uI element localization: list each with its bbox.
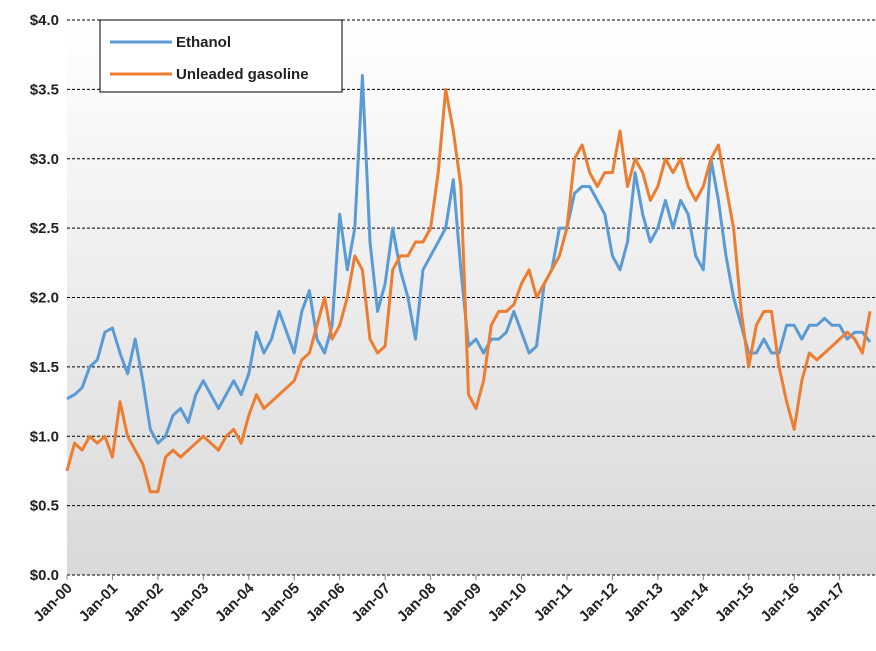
x-tick-label: Jan-15: [712, 580, 758, 626]
legend-label: Unleaded gasoline: [176, 66, 309, 83]
x-tick-label: Jan-12: [576, 580, 622, 626]
y-tick-label: $3.5: [30, 81, 59, 98]
y-tick-label: $0.0: [30, 567, 59, 584]
y-tick-label: $0.5: [30, 498, 59, 515]
x-tick-label: Jan-05: [257, 580, 303, 626]
x-tick-label: Jan-09: [439, 580, 485, 626]
x-tick-label: Jan-02: [121, 580, 167, 626]
x-tick-label: Jan-01: [76, 580, 122, 626]
legend: Ethanol Unleaded gasoline: [99, 19, 343, 93]
x-tick-label: Jan-08: [394, 580, 440, 626]
y-tick-label: $1.5: [30, 359, 59, 376]
series-line: [66, 74, 872, 445]
legend-label: Ethanol: [176, 34, 231, 51]
x-tick-label: Jan-13: [621, 580, 667, 626]
x-tick-label: Jan-16: [757, 580, 803, 626]
y-tick-label: $4.0: [30, 12, 59, 29]
y-tick-label: $2.0: [30, 290, 59, 307]
series-line: [65, 87, 872, 494]
x-tick-label: Jan-03: [167, 580, 213, 626]
x-tick-label: Jan-04: [212, 579, 258, 625]
y-tick-label: $3.0: [30, 151, 59, 168]
x-tick-label: Jan-07: [348, 580, 394, 626]
x-tick-label: Jan-17: [803, 580, 849, 626]
y-tick-label: $2.5: [30, 220, 59, 237]
x-tick-label: Jan-06: [303, 580, 349, 626]
x-tick-label: Jan-14: [666, 579, 712, 625]
x-tick-label: Jan-10: [485, 580, 531, 626]
x-tick-label: Jan-11: [531, 580, 576, 625]
legend-box: [99, 19, 343, 93]
y-tick-label: $1.0: [30, 428, 59, 445]
x-tick-label: Jan-00: [30, 580, 76, 626]
